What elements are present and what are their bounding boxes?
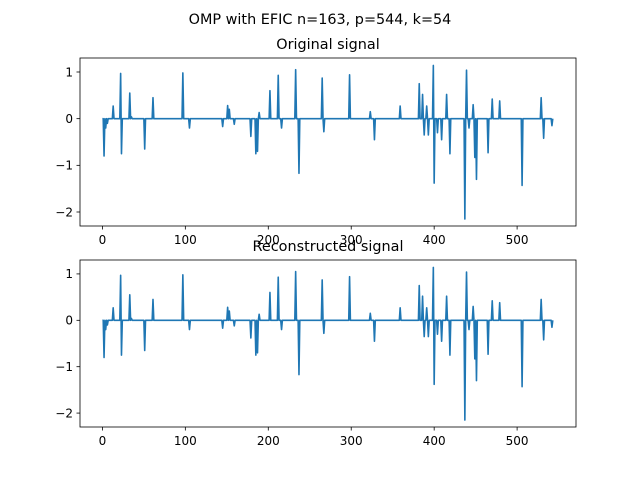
original-signal-line-layer [102,64,554,220]
y-tick-label: −1 [55,159,73,173]
reconstructed-axes-layer: 0 100 200 300 400 500 1 0 −1 −2 [55,259,577,448]
y-tick-label: 0 [65,314,73,328]
x-tick-label: 400 [423,434,446,448]
x-tick-label: 200 [257,434,280,448]
x-tick-label: 100 [174,233,197,247]
subplot-title-reconstructed: Reconstructed signal [253,239,404,255]
y-tick-label: −2 [55,406,73,420]
signal-line [102,266,554,421]
reconstructed-signal-line-layer [102,266,554,421]
x-tick-label: 0 [99,434,107,448]
x-tick-label: 300 [340,434,363,448]
x-tick-label: 500 [506,434,529,448]
signal-line [102,64,554,220]
figure-suptitle: OMP with EFIC n=163, p=544, k=54 [189,12,452,28]
y-tick-label: 1 [65,65,73,79]
axes-frame [79,57,577,227]
x-tick-label: 300 [340,233,363,247]
x-tick-label: 400 [423,233,446,247]
subplot-title-original: Original signal [276,37,379,53]
x-tick-label: 100 [174,434,197,448]
subplot-reconstructed: 0 100 200 300 400 500 1 0 −1 −2 Reconstructed sig… [55,239,577,448]
y-tick-label: 1 [65,267,73,281]
y-tick-label: −2 [55,205,73,219]
original-axes-layer: 0 100 200 300 400 500 1 0 −1 −2 [55,57,577,247]
y-tick-label: −1 [55,360,73,374]
x-tick-label: 0 [99,233,107,247]
subplot-original: Original signal 0 100 200 300 400 500 1 0 −1 −2 [55,37,577,247]
y-tick-label: 0 [65,112,73,126]
x-tick-label: 200 [257,233,280,247]
x-tick-label: 500 [506,233,529,247]
axes-frame [79,259,577,428]
